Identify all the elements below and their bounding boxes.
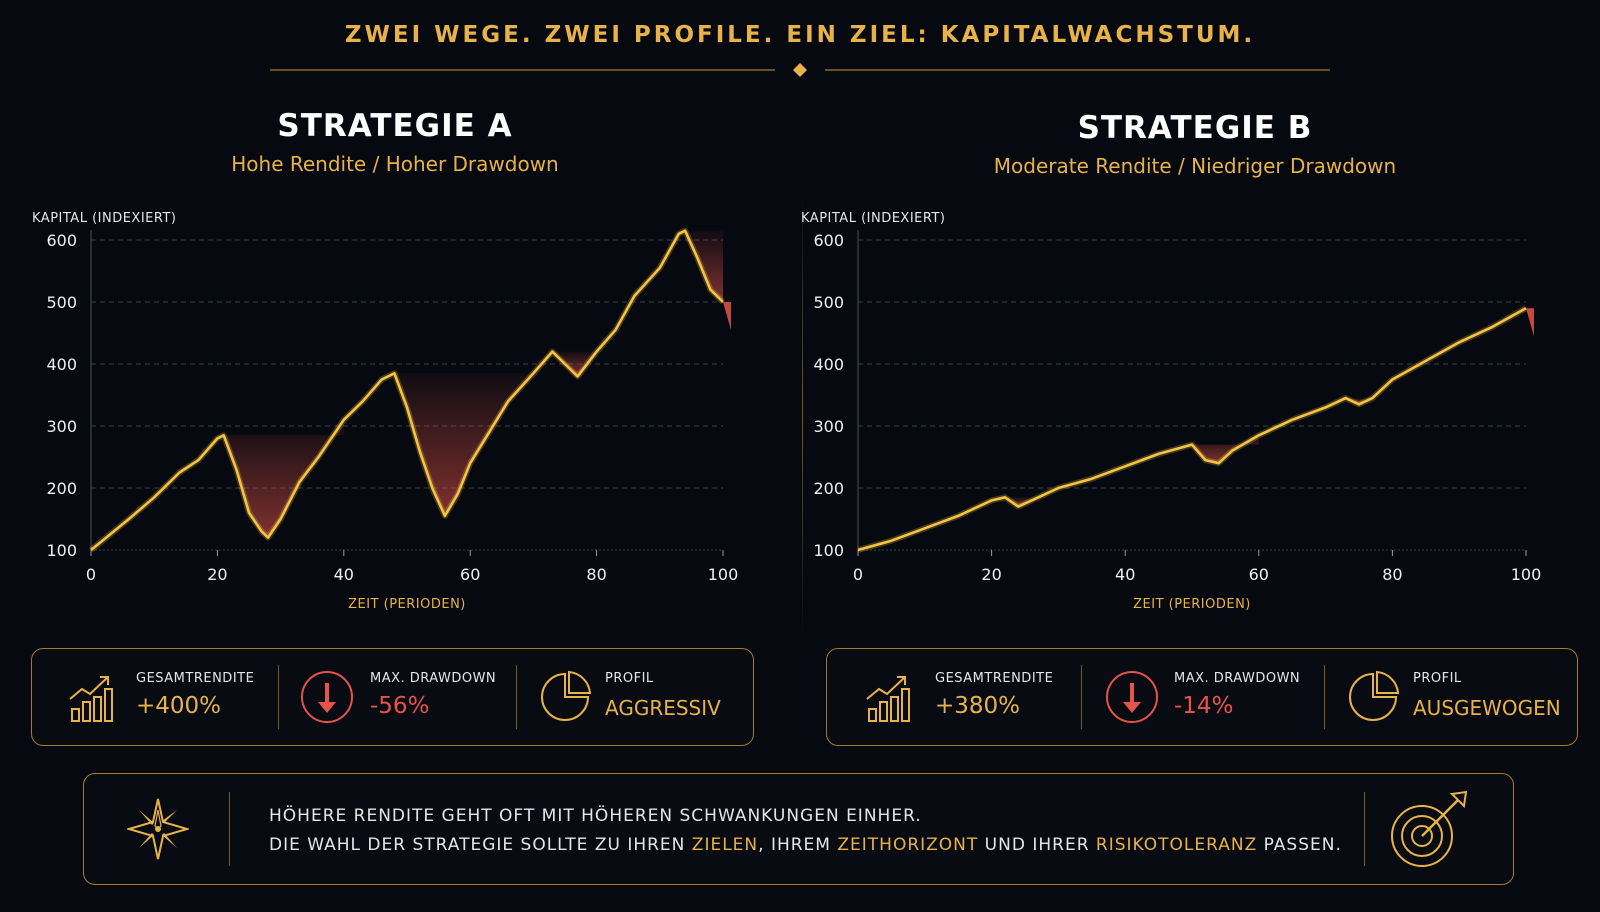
y-tick-label: 500	[46, 293, 77, 312]
note-separator	[229, 792, 230, 866]
strategy-a-subtitle: Hohe Rendite / Hoher Drawdown	[231, 152, 559, 176]
series-line	[857, 307, 1527, 552]
strategy-b-panel: STRATEGIE B Moderate Rendite / Niedriger…	[801, 108, 1585, 748]
max-drawdown-stat: MAX. DRAWDOWN -56%	[279, 649, 516, 745]
x-tick-label: 40	[1115, 565, 1135, 584]
series-line	[90, 229, 724, 552]
stat-separator	[516, 665, 517, 729]
arrow-down-circle-icon	[1106, 671, 1158, 723]
drawdown-area	[1345, 398, 1373, 405]
x-tick-label: 20	[207, 565, 227, 584]
profile-value: AGGRESSIV	[605, 696, 721, 720]
drawdown-area	[552, 351, 597, 377]
max-drawdown-label: MAX. DRAWDOWN	[1174, 671, 1301, 686]
strategy-b-chart: KAPITAL (INDEXIERT) 100 200 300 400 500 600 0 20…	[801, 211, 1542, 612]
end-drawdown-marker	[723, 302, 731, 330]
y-tick-label: 200	[46, 479, 77, 498]
y-tick-label: 100	[46, 541, 77, 560]
note-separator	[1364, 792, 1365, 866]
growth-chart-icon	[866, 676, 910, 722]
x-tick-label: 0	[853, 565, 863, 584]
drawdown-area	[1004, 497, 1039, 507]
stat-separator	[278, 665, 279, 729]
note-highlight-goals: ZIELEN	[691, 835, 759, 855]
strategy-a-chart: KAPITAL (INDEXIERT) 100 200 300 400 500 600 0 20…	[32, 211, 739, 612]
growth-chart-icon	[69, 676, 113, 722]
note-text: , IHREM	[758, 835, 838, 855]
x-tick-label: 0	[86, 565, 96, 584]
strategy-a-panel: STRATEGIE A Hohe Rendite / Hoher Drawdow…	[10, 108, 790, 748]
strategy-b-stats: GESAMTRENDITE +380% MAX. DRAWDOWN -14% P…	[826, 648, 1578, 746]
y-axis-label: KAPITAL (INDEXIERT)	[32, 211, 176, 226]
total-return-value: +400%	[136, 693, 222, 719]
profile-label: PROFIL	[1413, 671, 1462, 686]
stat-separator	[1081, 665, 1082, 729]
x-tick-label: 20	[981, 565, 1001, 584]
note-text: DIE WAHL DER STRATEGIE SOLLTE ZU IHREN	[269, 835, 692, 855]
strategy-a-title: STRATEGIE A	[277, 108, 513, 144]
drawdown-area	[1192, 435, 1259, 464]
note-highlight-horizon: ZEITHORIZONT	[837, 835, 979, 855]
target-arrow-icon	[1391, 790, 1468, 867]
profile-label: PROFIL	[605, 671, 654, 686]
note-line-1: HÖHERE RENDITE GEHT OFT MIT HÖHEREN SCHW…	[269, 806, 922, 826]
y-tick-label: 600	[46, 231, 77, 250]
x-tick-label: 100	[708, 565, 739, 584]
x-tick-label: 80	[1382, 565, 1402, 584]
total-return-label: GESAMTRENDITE	[935, 671, 1054, 686]
headline: ZWEI WEGE. ZWEI PROFILE. EIN ZIEL: KAPIT…	[344, 22, 1256, 48]
max-drawdown-value: -56%	[370, 693, 430, 719]
y-tick-label: 500	[813, 293, 844, 312]
x-tick-label: 60	[460, 565, 480, 584]
note-text: PASSEN.	[1257, 835, 1342, 855]
pie-chart-icon	[1349, 670, 1400, 721]
profile-stat: PROFIL AUSGEWOGEN	[1325, 649, 1575, 745]
y-tick-label: 600	[813, 231, 844, 250]
note-line-2: DIE WAHL DER STRATEGIE SOLLTE ZU IHREN Z…	[269, 835, 1342, 855]
strategy-b-title: STRATEGIE B	[1077, 110, 1313, 146]
x-tick-label: 100	[1511, 565, 1542, 584]
strategy-b-subtitle: Moderate Rendite / Niedriger Drawdown	[993, 154, 1397, 178]
profile-stat: PROFIL AGGRESSIV	[517, 649, 753, 745]
profile-value: AUSGEWOGEN	[1413, 696, 1561, 720]
panel-divider	[802, 195, 803, 635]
max-drawdown-stat: MAX. DRAWDOWN -14%	[1082, 649, 1322, 745]
y-tick-label: 400	[46, 355, 77, 374]
total-return-label: GESAMTRENDITE	[136, 671, 255, 686]
x-tick-label: 40	[334, 565, 354, 584]
x-tick-label: 80	[586, 565, 606, 584]
y-axis-label: KAPITAL (INDEXIERT)	[801, 211, 945, 226]
y-tick-label: 100	[813, 541, 844, 560]
x-tick-label: 60	[1249, 565, 1269, 584]
drawdown-area	[394, 373, 534, 516]
max-drawdown-label: MAX. DRAWDOWN	[370, 671, 497, 686]
max-drawdown-value: -14%	[1174, 693, 1234, 719]
note-highlight-risk: RISIKOTOLERANZ	[1095, 835, 1258, 855]
total-return-stat: GESAMTRENDITE +380%	[827, 649, 1077, 745]
y-tick-label: 300	[46, 417, 77, 436]
insight-box: HÖHERE RENDITE GEHT OFT MIT HÖHEREN SCHW…	[83, 773, 1514, 885]
diamond-divider	[270, 63, 1330, 77]
total-return-value: +380%	[935, 693, 1021, 719]
arrow-down-circle-icon	[301, 671, 353, 723]
series-line-glow	[857, 305, 1528, 553]
y-tick-label: 400	[813, 355, 844, 374]
total-return-stat: GESAMTRENDITE +400%	[32, 649, 277, 745]
note-text: UND IHRER	[978, 835, 1096, 855]
y-tick-label: 300	[813, 417, 844, 436]
compass-star-icon	[127, 798, 189, 860]
x-axis-label: ZEIT (PERIODEN)	[1133, 597, 1251, 612]
x-axis-label: ZEIT (PERIODEN)	[348, 597, 466, 612]
end-drawdown-marker	[1526, 308, 1534, 337]
stat-separator	[1324, 665, 1325, 729]
pie-chart-icon	[541, 670, 592, 721]
drawdown-area	[223, 419, 344, 538]
y-tick-label: 200	[813, 479, 844, 498]
strategy-a-stats: GESAMTRENDITE +400% MAX. DRAWDOWN -56% P…	[31, 648, 754, 746]
